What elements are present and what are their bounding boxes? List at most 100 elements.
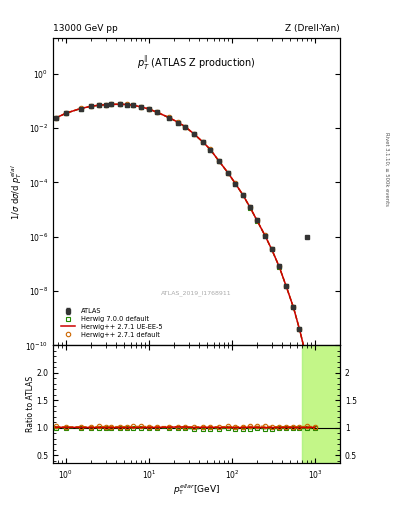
Herwig++ 2.7.1 UE-EE-5 xyxy=(147,106,151,112)
Herwig++ 2.7.1 default xyxy=(109,101,114,108)
Line: Herwig 7.0.0 default: Herwig 7.0.0 default xyxy=(53,102,317,394)
Herwig++ 2.7.1 UE-EE-5 xyxy=(167,115,171,121)
Herwig++ 2.7.1 default xyxy=(208,146,213,153)
Herwig++ 2.7.1 default xyxy=(192,131,196,137)
Herwig 7.0.0 default xyxy=(248,204,252,210)
Herwig 7.0.0 default xyxy=(78,105,83,112)
Herwig++ 2.7.1 UE-EE-5 xyxy=(297,326,302,332)
Herwig++ 2.7.1 UE-EE-5 xyxy=(248,204,252,210)
Y-axis label: 1/$\sigma$ d$\sigma$/d $p_{T}^{elal}$: 1/$\sigma$ d$\sigma$/d $p_{T}^{elal}$ xyxy=(9,164,24,220)
Herwig++ 2.7.1 default xyxy=(125,101,130,108)
Herwig++ 2.7.1 default xyxy=(97,102,101,108)
Herwig++ 2.7.1 UE-EE-5 xyxy=(255,217,259,223)
Herwig++ 2.7.1 UE-EE-5 xyxy=(226,170,231,176)
Herwig++ 2.7.1 UE-EE-5 xyxy=(53,115,58,121)
Herwig++ 2.7.1 default xyxy=(312,388,317,394)
Herwig++ 2.7.1 default xyxy=(284,283,288,289)
Bar xyxy=(302,345,340,463)
Herwig++ 2.7.1 default xyxy=(263,232,267,238)
Herwig++ 2.7.1 UE-EE-5 xyxy=(192,131,196,137)
Herwig++ 2.7.1 default xyxy=(118,101,123,107)
Herwig++ 2.7.1 default xyxy=(176,119,180,125)
Herwig++ 2.7.1 UE-EE-5 xyxy=(217,158,221,164)
Herwig 7.0.0 default xyxy=(269,246,274,252)
Text: $p_{T}^{\|}$ (ATLAS Z production): $p_{T}^{\|}$ (ATLAS Z production) xyxy=(137,54,256,72)
Herwig++ 2.7.1 default xyxy=(64,110,68,116)
Herwig++ 2.7.1 UE-EE-5 xyxy=(208,146,213,153)
Herwig++ 2.7.1 UE-EE-5 xyxy=(312,388,317,394)
Herwig++ 2.7.1 default xyxy=(217,158,221,164)
Herwig++ 2.7.1 UE-EE-5 xyxy=(201,139,206,145)
Herwig 7.0.0 default xyxy=(53,115,58,121)
Herwig++ 2.7.1 UE-EE-5 xyxy=(97,102,101,109)
Herwig 7.0.0 default xyxy=(291,305,296,311)
Herwig 7.0.0 default xyxy=(201,139,206,145)
Herwig++ 2.7.1 default xyxy=(241,191,245,198)
Herwig 7.0.0 default xyxy=(125,101,130,108)
Line: Herwig++ 2.7.1 default: Herwig++ 2.7.1 default xyxy=(53,102,317,393)
Herwig++ 2.7.1 UE-EE-5 xyxy=(284,283,288,289)
Legend: ATLAS, Herwig 7.0.0 default, Herwig++ 2.7.1 UE-EE-5, Herwig++ 2.7.1 default: ATLAS, Herwig 7.0.0 default, Herwig++ 2.… xyxy=(59,307,163,339)
Herwig 7.0.0 default xyxy=(263,232,267,239)
Herwig 7.0.0 default xyxy=(208,147,213,153)
Herwig 7.0.0 default xyxy=(103,102,108,108)
Herwig 7.0.0 default xyxy=(88,103,93,110)
Herwig++ 2.7.1 default xyxy=(291,304,296,310)
Herwig++ 2.7.1 UE-EE-5 xyxy=(277,263,281,269)
Herwig 7.0.0 default xyxy=(118,101,123,108)
Herwig 7.0.0 default xyxy=(241,192,245,198)
Herwig 7.0.0 default xyxy=(217,158,221,164)
Herwig++ 2.7.1 UE-EE-5 xyxy=(103,102,108,108)
Herwig++ 2.7.1 UE-EE-5 xyxy=(125,101,130,108)
Herwig++ 2.7.1 UE-EE-5 xyxy=(154,109,159,115)
Herwig++ 2.7.1 default xyxy=(154,109,159,115)
Herwig++ 2.7.1 default xyxy=(183,124,188,130)
Herwig 7.0.0 default xyxy=(64,110,68,116)
Herwig 7.0.0 default xyxy=(154,109,159,115)
Herwig 7.0.0 default xyxy=(277,264,281,270)
Text: Rivet 3.1.10; ≥ 500k events: Rivet 3.1.10; ≥ 500k events xyxy=(385,132,389,206)
Herwig++ 2.7.1 default xyxy=(167,114,171,120)
Herwig++ 2.7.1 default xyxy=(138,103,143,110)
Herwig++ 2.7.1 default xyxy=(131,102,136,108)
Herwig 7.0.0 default xyxy=(312,389,317,395)
Y-axis label: Ratio to ATLAS: Ratio to ATLAS xyxy=(26,376,35,433)
Herwig++ 2.7.1 default xyxy=(248,204,252,210)
Herwig++ 2.7.1 default xyxy=(78,105,83,112)
Herwig 7.0.0 default xyxy=(192,131,196,137)
Herwig 7.0.0 default xyxy=(147,106,151,112)
Herwig++ 2.7.1 UE-EE-5 xyxy=(176,119,180,125)
Herwig 7.0.0 default xyxy=(109,101,114,108)
Text: 13000 GeV pp: 13000 GeV pp xyxy=(53,24,118,33)
Herwig 7.0.0 default xyxy=(233,181,238,187)
Text: Z (Drell-Yan): Z (Drell-Yan) xyxy=(285,24,340,33)
Herwig++ 2.7.1 default xyxy=(226,170,231,176)
Herwig 7.0.0 default xyxy=(167,115,171,121)
Herwig++ 2.7.1 UE-EE-5 xyxy=(138,104,143,110)
Herwig++ 2.7.1 default xyxy=(147,106,151,112)
Herwig++ 2.7.1 UE-EE-5 xyxy=(78,105,83,112)
Herwig 7.0.0 default xyxy=(97,102,101,109)
Herwig++ 2.7.1 UE-EE-5 xyxy=(183,124,188,130)
Herwig++ 2.7.1 default xyxy=(255,217,259,223)
Herwig++ 2.7.1 UE-EE-5 xyxy=(241,191,245,198)
Herwig++ 2.7.1 UE-EE-5 xyxy=(263,232,267,239)
Herwig++ 2.7.1 UE-EE-5 xyxy=(109,101,114,108)
Herwig 7.0.0 default xyxy=(305,356,309,362)
Herwig 7.0.0 default xyxy=(176,119,180,125)
Herwig++ 2.7.1 default xyxy=(305,356,309,362)
Herwig++ 2.7.1 default xyxy=(269,246,274,252)
Herwig++ 2.7.1 UE-EE-5 xyxy=(131,102,136,109)
Herwig 7.0.0 default xyxy=(297,326,302,332)
Herwig 7.0.0 default xyxy=(131,102,136,109)
Text: ATLAS_2019_I1768911: ATLAS_2019_I1768911 xyxy=(161,290,232,296)
X-axis label: $p_{\rm T}^{ellar}$[GeV]: $p_{\rm T}^{ellar}$[GeV] xyxy=(173,482,220,497)
Herwig 7.0.0 default xyxy=(284,283,288,289)
Herwig++ 2.7.1 UE-EE-5 xyxy=(118,101,123,108)
Herwig++ 2.7.1 default xyxy=(201,139,206,145)
Herwig++ 2.7.1 UE-EE-5 xyxy=(291,304,296,310)
Herwig++ 2.7.1 UE-EE-5 xyxy=(269,246,274,252)
Herwig 7.0.0 default xyxy=(255,218,259,224)
Herwig++ 2.7.1 default xyxy=(103,101,108,108)
Herwig++ 2.7.1 default xyxy=(233,180,238,186)
